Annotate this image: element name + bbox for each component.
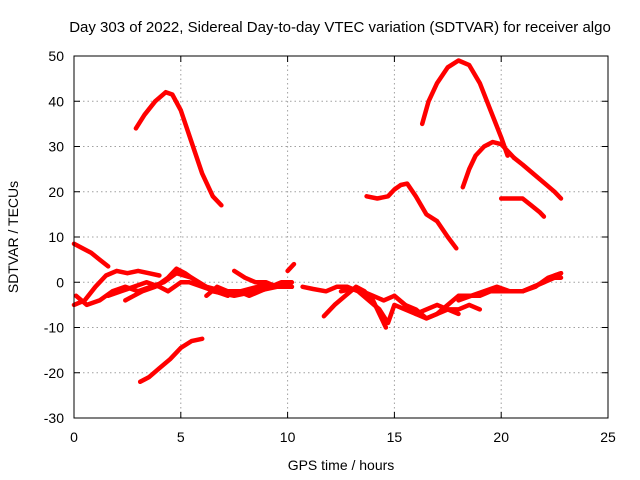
series-arc-13: [204, 280, 295, 299]
series-arc-8: [71, 241, 111, 269]
series-arc-3: [419, 58, 510, 158]
grid: [74, 56, 608, 418]
chart-title: Day 303 of 2022, Sidereal Day-to-day VTE…: [69, 19, 611, 36]
y-tick-label: -20: [44, 365, 64, 381]
series-arc-5: [511, 155, 564, 201]
series-arc-7: [364, 181, 459, 251]
x-tick-label: 5: [177, 429, 185, 445]
series-arc-21: [509, 270, 564, 294]
series-arc-4: [460, 139, 517, 190]
y-tick-label: 40: [48, 93, 64, 109]
series-arc-14: [231, 268, 290, 290]
series-arc-6: [498, 196, 547, 219]
x-tick-label: 0: [70, 429, 78, 445]
y-tick-label: 50: [48, 48, 64, 64]
y-tick-label: 10: [48, 229, 64, 245]
series-arc-2: [137, 336, 205, 385]
y-axis-label: SDTVAR / TECUs: [5, 181, 21, 293]
x-tick-label: 15: [387, 429, 403, 445]
series-arc-15: [285, 261, 297, 274]
x-axis-label: GPS time / hours: [288, 457, 395, 473]
y-tick-label: -10: [44, 320, 64, 336]
y-tick-label: 30: [48, 139, 64, 155]
series-arc-9: [71, 268, 162, 308]
y-tick-label: 0: [56, 274, 64, 290]
y-tick-label: 20: [48, 184, 64, 200]
x-tick-label: 20: [493, 429, 509, 445]
x-tick-label: 25: [600, 429, 616, 445]
y-tick-label: -30: [44, 410, 64, 426]
series-arc-1: [133, 89, 224, 208]
series-group: [71, 58, 564, 385]
axis-ticks: 0 5 10 15 20 25 -30 -20 -10 0 10 20 30 40 50: [44, 48, 616, 445]
x-tick-label: 10: [280, 429, 296, 445]
